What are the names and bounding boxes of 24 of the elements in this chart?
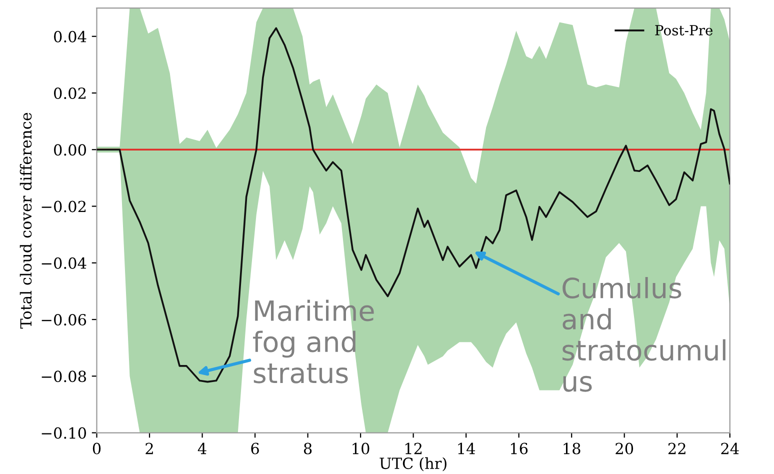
x-tick-label: 0 — [92, 442, 101, 454]
y-tick-label: 0.00 — [54, 144, 86, 156]
y-tick-label: −0.02 — [42, 200, 86, 212]
x-tick-label: 22 — [668, 442, 686, 454]
y-tick-label: 0.04 — [54, 30, 86, 42]
y-tick-label: −0.10 — [42, 427, 86, 439]
x-tick-label: 4 — [198, 442, 206, 454]
legend-label: Post-Pre — [655, 25, 713, 36]
x-tick-label: 14 — [458, 442, 476, 454]
y-tick-label: 0.02 — [54, 87, 86, 100]
y-tick-label: −0.08 — [42, 370, 86, 382]
x-tick-label: 20 — [616, 442, 634, 454]
x-tick-label: 8 — [304, 442, 312, 454]
y-tick-label: −0.04 — [42, 257, 86, 269]
x-tick-label: 12 — [405, 442, 422, 454]
x-tick-label: 16 — [510, 442, 528, 454]
x-tick-label: 18 — [564, 442, 580, 454]
x-axis-title: UTC (hr) — [380, 457, 446, 472]
x-tick-label: 6 — [251, 442, 259, 454]
x-tick-label: 24 — [721, 442, 739, 454]
y-tick-label: −0.06 — [42, 314, 86, 326]
x-tick-label: 10 — [352, 442, 370, 454]
x-tick-label: 2 — [146, 442, 153, 454]
y-axis-title: Total cloud cover difference — [20, 112, 32, 329]
